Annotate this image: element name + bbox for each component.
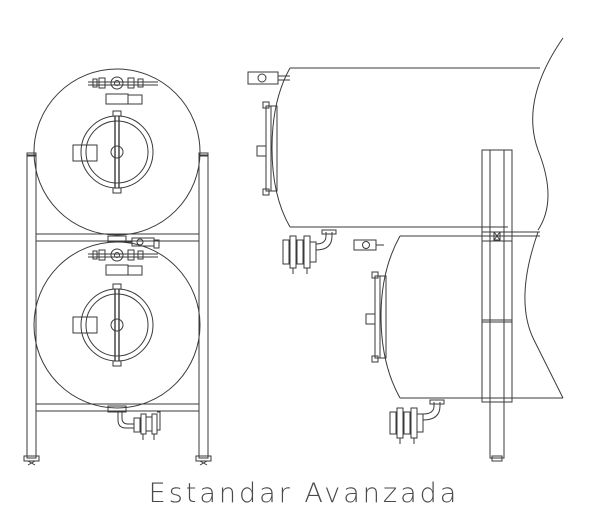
- upright-leg: [490, 402, 504, 458]
- front-view: [24, 69, 211, 465]
- rack-crossbar-upper: [36, 234, 199, 241]
- top-fitting-side: [248, 72, 290, 84]
- tank-head: [381, 236, 400, 398]
- upper-tank-side: [248, 38, 563, 274]
- lower-tank-side: [366, 232, 563, 444]
- break-line: [525, 232, 563, 398]
- nameplate: [73, 145, 97, 161]
- rack-post-left: [27, 155, 36, 458]
- lower-tank-front: [34, 242, 200, 408]
- outlet-valve-side: [390, 400, 444, 444]
- manway-door-inner: [86, 121, 148, 183]
- manway-hub: [111, 146, 123, 158]
- manway-door: [81, 289, 153, 361]
- lower-tank-outlet-valve: [108, 406, 160, 440]
- side-view: [248, 38, 563, 461]
- break-line: [533, 38, 563, 230]
- top-valve-assembly: [88, 249, 158, 275]
- top-valve-assembly: [88, 77, 158, 104]
- tank-head: [272, 68, 290, 227]
- manway-door-inner: [86, 294, 148, 356]
- rack-frame: [24, 153, 211, 465]
- outlet-valve-side: [283, 230, 336, 274]
- rack-post-right: [199, 155, 208, 458]
- upright-frame: [482, 150, 512, 402]
- manway-hub: [111, 319, 123, 331]
- tank-shell: [34, 242, 200, 408]
- rack-foot-left: [24, 456, 39, 461]
- tank-shell: [34, 69, 200, 235]
- rack-crossbar-lower: [36, 404, 199, 411]
- drawing-caption: Estandar Avanzada: [148, 478, 460, 509]
- rack-foot-right: [196, 456, 211, 461]
- manway-door: [81, 116, 153, 188]
- middle-fitting-side: [354, 240, 384, 250]
- upper-tank-front: [34, 69, 200, 235]
- nameplate: [73, 317, 97, 333]
- rack-upright-side: [482, 150, 540, 461]
- upper-tank-outlet-valve: [108, 236, 159, 248]
